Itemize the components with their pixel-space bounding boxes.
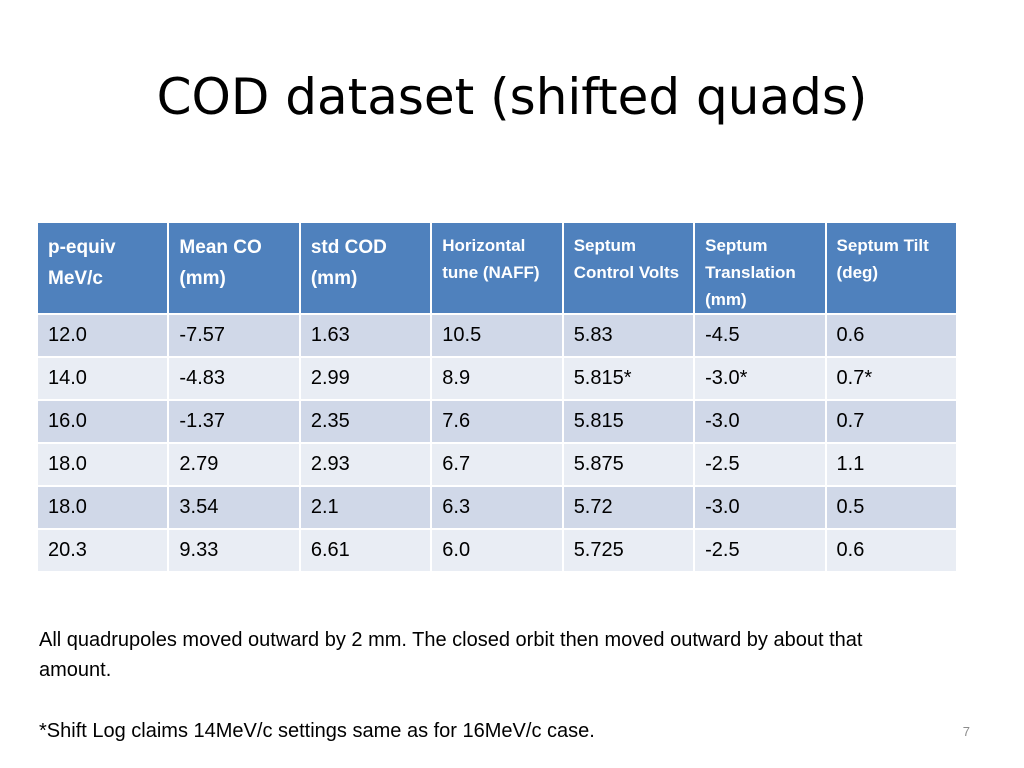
table-cell: 5.725 [561,528,696,573]
table-row: 16.0 -1.37 2.35 7.6 5.815 -3.0 0.7 [35,399,959,444]
table-row: 12.0 -7.57 1.63 10.5 5.83 -4.5 0.6 [35,313,959,358]
table-cell: 12.0 [35,313,170,358]
table-cell: 16.0 [35,399,170,444]
header-septum-control-volts: Septum Control Volts [561,221,696,315]
table-cell: -2.5 [693,528,827,573]
table-header-row: p-equiv MeV/c Mean CO (mm) std COD (mm) … [35,221,959,315]
table-cell: 3.54 [167,485,301,530]
table-cell: -3.0 [693,399,827,444]
table-cell: 6.3 [430,485,564,530]
table-cell: 0.6 [824,313,959,358]
table-cell: 8.9 [430,356,564,401]
table-cell: 18.0 [35,485,170,530]
table-cell: 0.7 [824,399,959,444]
table-cell: 2.79 [167,442,301,487]
table-cell: 1.63 [298,313,433,358]
table-cell: 0.5 [824,485,959,530]
table-cell: 6.0 [430,528,564,573]
table-cell: 10.5 [430,313,564,358]
table-cell: 2.93 [298,442,433,487]
table-cell: 7.6 [430,399,564,444]
header-mean-co: Mean CO (mm) [167,221,301,315]
table-row: 18.0 3.54 2.1 6.3 5.72 -3.0 0.5 [35,485,959,530]
table-cell: 5.815* [561,356,696,401]
table-cell: 1.1 [824,442,959,487]
note-shift-log: *Shift Log claims 14MeV/c settings same … [39,720,595,742]
table-cell: 0.6 [824,528,959,573]
header-septum-tilt: Septum Tilt (deg) [824,221,959,315]
table-cell: 14.0 [35,356,170,401]
table-row: 14.0 -4.83 2.99 8.9 5.815* -3.0* 0.7* [35,356,959,401]
table-cell: 5.72 [561,485,696,530]
header-septum-translation: Septum Translation (mm) [693,221,827,315]
table-cell: 5.875 [561,442,696,487]
table-cell: -7.57 [167,313,301,358]
table-row: 18.0 2.79 2.93 6.7 5.875 -2.5 1.1 [35,442,959,487]
page-number: 7 [962,724,970,739]
table-cell: -3.0* [693,356,827,401]
table-cell: -1.37 [167,399,301,444]
table-cell: 9.33 [167,528,301,573]
table-cell: -2.5 [693,442,827,487]
table-cell: 18.0 [35,442,170,487]
header-horizontal-tune: Horizontal tune (NAFF) [430,221,564,315]
table-cell: 2.35 [298,399,433,444]
table-cell: -4.5 [693,313,827,358]
table-cell: 0.7* [824,356,959,401]
table-row: 20.3 9.33 6.61 6.0 5.725 -2.5 0.6 [35,528,959,573]
table-cell: 20.3 [35,528,170,573]
table-cell: 2.1 [298,485,433,530]
table-cell: 6.61 [298,528,433,573]
table-cell: 5.83 [561,313,696,358]
table-cell: -4.83 [167,356,301,401]
note-quadrupole-shift: All quadrupoles moved outward by 2 mm. T… [39,629,863,681]
table-cell: -3.0 [693,485,827,530]
table-cell: 6.7 [430,442,564,487]
table-cell: 2.99 [298,356,433,401]
table-cell: 5.815 [561,399,696,444]
slide-title: COD dataset (shifted quads) [156,68,868,126]
cod-data-table: p-equiv MeV/c Mean CO (mm) std COD (mm) … [35,221,959,573]
header-p-equiv: p-equiv MeV/c [35,221,170,315]
header-std-cod: std COD (mm) [298,221,433,315]
